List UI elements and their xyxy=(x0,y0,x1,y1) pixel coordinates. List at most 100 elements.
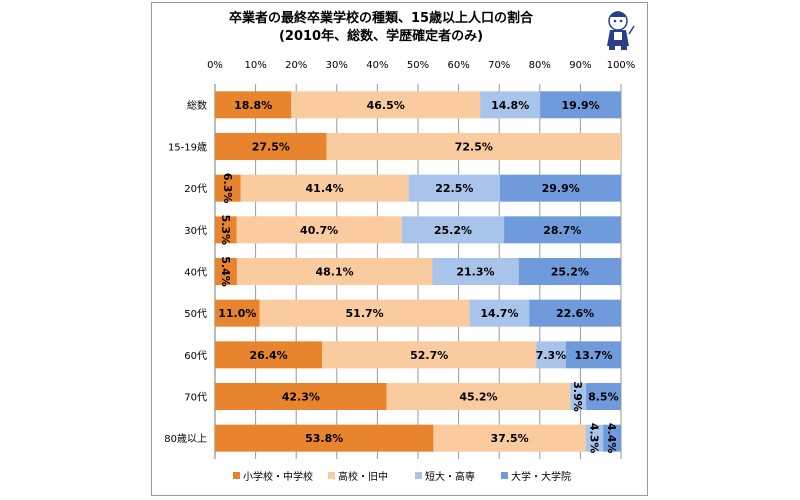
x-tick-label: 60% xyxy=(447,60,469,71)
data-label: 41.4% xyxy=(306,182,344,195)
legend-swatch xyxy=(328,472,335,479)
data-label: 8.5% xyxy=(588,391,619,404)
bar-segment xyxy=(215,174,241,202)
bar-segment xyxy=(603,424,621,452)
data-label: 26.4% xyxy=(250,349,288,362)
legend-swatch xyxy=(501,472,508,479)
bar-segment xyxy=(291,91,481,119)
data-label: 22.5% xyxy=(435,182,473,195)
bar-segment xyxy=(215,91,292,119)
chart-title-line1: 卒業者の最終卒業学校の種類、15歳以上人口の割合 xyxy=(228,11,534,26)
x-tick-label: 90% xyxy=(569,60,591,71)
legend-label: 小学校・中学校 xyxy=(243,470,313,483)
data-label: 5.3% xyxy=(219,215,232,246)
data-label: 7.3% xyxy=(536,349,567,362)
x-tick-label: 50% xyxy=(407,60,429,71)
data-label: 4.3% xyxy=(587,423,600,454)
x-tick-label: 0% xyxy=(207,60,223,71)
bar-segment xyxy=(529,299,621,327)
bar-segment xyxy=(386,383,571,410)
category-label: 40代 xyxy=(184,267,207,279)
bar-segment xyxy=(215,383,387,410)
x-tick-label: 20% xyxy=(285,60,307,71)
bar-segment xyxy=(401,216,505,244)
data-label: 25.2% xyxy=(434,224,472,237)
bar-segment xyxy=(215,299,260,327)
bar-segment xyxy=(408,174,501,202)
category-label: 60代 xyxy=(184,350,207,362)
legend-swatch xyxy=(233,472,240,479)
bar-segment xyxy=(536,341,566,369)
data-label: 6.3% xyxy=(221,173,234,204)
category-label: 総数 xyxy=(187,99,207,112)
x-axis-ticks: 0% 10% 20% 30% 40% 50% 60% 70% 80% 90% 100% xyxy=(207,60,635,71)
bar-segment xyxy=(433,424,586,452)
x-tick-label: 10% xyxy=(244,60,266,71)
category-labels: 総数 15-19歳 20代 30代 40代 50代 60代 70代 80歳以上 xyxy=(164,99,207,445)
data-label: 19.9% xyxy=(562,99,600,112)
category-label: 70代 xyxy=(184,392,207,404)
data-label: 22.6% xyxy=(556,307,594,320)
bar-segment xyxy=(500,174,622,202)
data-label: 42.3% xyxy=(282,391,320,404)
bar-segment xyxy=(215,216,237,244)
data-label: 21.3% xyxy=(456,266,494,279)
bar-segment xyxy=(240,174,409,202)
data-label: 72.5% xyxy=(455,141,493,154)
x-tick-label: 40% xyxy=(366,60,388,71)
bar-segment xyxy=(469,299,530,327)
chart-frame xyxy=(151,2,648,496)
bar-segment xyxy=(565,341,622,369)
bar-segment xyxy=(518,258,621,285)
category-label: 50代 xyxy=(184,308,207,320)
category-label: 15-19歳 xyxy=(168,142,207,154)
data-label: 53.8% xyxy=(305,432,343,445)
data-label: 37.5% xyxy=(490,432,528,445)
data-label: 11.0% xyxy=(218,307,256,320)
legend: 小学校・中学校 高校・旧中 短大・高専 大学・大学院 xyxy=(233,470,571,483)
data-label: 29.9% xyxy=(542,182,580,195)
chart-title: 卒業者の最終卒業学校の種類、15歳以上人口の割合 (2010年、総数、学歴確定者… xyxy=(151,10,611,46)
data-label: 4.4% xyxy=(605,423,618,454)
bar-segment xyxy=(586,383,621,410)
data-label: 14.7% xyxy=(480,307,518,320)
bar-segment xyxy=(585,424,604,452)
data-label: 18.8% xyxy=(234,99,272,112)
category-label: 80歳以上 xyxy=(164,433,207,445)
bar-segment xyxy=(215,424,434,452)
mascot-icon xyxy=(607,11,635,50)
bar-segment xyxy=(236,258,433,285)
legend-label: 短大・高専 xyxy=(425,470,475,483)
chart-title-line2: (2010年、総数、学歴確定者のみ) xyxy=(278,29,484,44)
data-label: 51.7% xyxy=(346,307,384,320)
data-label: 14.8% xyxy=(491,99,529,112)
data-label: 48.1% xyxy=(315,266,353,279)
bar-segment xyxy=(322,341,537,369)
data-label: 25.2% xyxy=(551,266,589,279)
data-label: 40.7% xyxy=(300,224,338,237)
data-label: 45.2% xyxy=(459,391,497,404)
legend-swatch xyxy=(415,472,422,479)
bar-segment xyxy=(570,383,587,410)
bars: 18.8% 46.5% 14.8% 19.9% 27.5% 72.5% 6.3% 41.4% 2… xyxy=(215,91,622,454)
bar-segment xyxy=(215,133,327,160)
category-label: 30代 xyxy=(184,225,207,237)
bar-segment xyxy=(480,91,541,119)
bar-segment xyxy=(504,216,621,244)
data-label: 27.5% xyxy=(252,141,290,154)
bar-segment xyxy=(236,216,402,244)
legend-label: 高校・旧中 xyxy=(338,470,388,483)
x-tick-label: 30% xyxy=(326,60,348,71)
bar-segment xyxy=(215,258,237,285)
x-tick-label: 80% xyxy=(529,60,551,71)
legend-label: 大学・大学院 xyxy=(511,470,571,483)
bar-segment xyxy=(432,258,519,285)
data-label: 52.7% xyxy=(410,349,448,362)
x-tick-label: 70% xyxy=(488,60,510,71)
bar-segment xyxy=(326,133,621,160)
category-label: 20代 xyxy=(184,183,207,195)
data-label: 28.7% xyxy=(543,224,581,237)
bar-segment xyxy=(215,341,323,369)
data-label: 3.9% xyxy=(571,381,584,412)
